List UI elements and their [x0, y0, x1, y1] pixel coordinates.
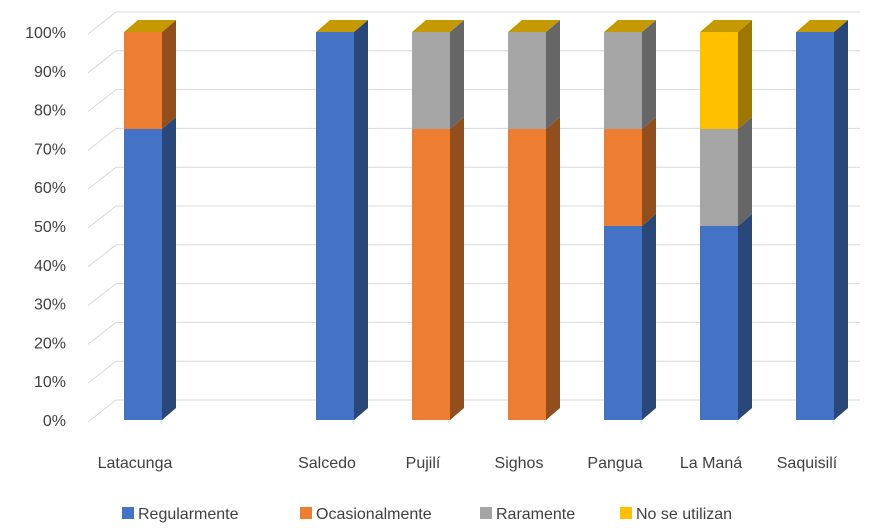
legend-label: Ocasionalmente — [316, 506, 432, 523]
y-tick-label: 50% — [34, 219, 66, 236]
bar-segment — [124, 20, 176, 129]
legend-swatch — [480, 507, 492, 519]
bar-segment — [700, 214, 752, 420]
category-label: Latacunga — [98, 455, 173, 472]
legend-label: Raramente — [496, 506, 575, 523]
bar-top — [796, 20, 848, 32]
bar-segment — [508, 20, 560, 129]
bar-segment — [316, 20, 368, 420]
bar-segment — [700, 117, 752, 226]
legend: Regularmente Ocasionalmente Raramente No se… — [122, 506, 732, 523]
legend-label: Regularmente — [138, 506, 239, 523]
bar-segment — [124, 117, 176, 420]
bars — [124, 20, 848, 420]
y-tick-label: 20% — [34, 335, 66, 352]
category-label: Saquisilí — [777, 455, 838, 472]
bar-segment — [412, 20, 464, 129]
legend-entry: Regularmente — [122, 506, 239, 523]
y-tick-label: 90% — [34, 64, 66, 81]
bar-segment — [508, 117, 560, 420]
y-tick-label: 70% — [34, 141, 66, 158]
legend-entry: Raramente — [480, 506, 575, 523]
bar-segment — [604, 20, 656, 129]
legend-swatch — [620, 507, 632, 519]
bar-top — [124, 20, 176, 32]
y-tick-label: 40% — [34, 258, 66, 275]
bar-top — [316, 20, 368, 32]
bar-top — [604, 20, 656, 32]
y-tick-label: 30% — [34, 297, 66, 314]
y-tick-label: 0% — [43, 413, 66, 430]
bar-segment — [796, 20, 848, 420]
legend-entry: No se utilizan — [620, 506, 732, 523]
bar-segment — [412, 117, 464, 420]
bar-segment — [700, 20, 752, 129]
y-tick-label: 80% — [34, 103, 66, 120]
category-label: La Maná — [680, 455, 742, 472]
bar-segment — [604, 214, 656, 420]
category-label: Pujilí — [406, 455, 441, 472]
category-label: Salcedo — [298, 455, 356, 472]
legend-label: No se utilizan — [636, 506, 732, 523]
y-tick-label: 60% — [34, 180, 66, 197]
y-axis-ticks: 0% 10% 20% 30% 40% 50% 60% 70% 80% 90% 100% — [25, 25, 66, 430]
bar-segment — [604, 117, 656, 226]
legend-swatch — [122, 507, 134, 519]
category-label: Pangua — [587, 455, 642, 472]
bar-top — [412, 20, 464, 32]
legend-entry: Ocasionalmente — [300, 506, 432, 523]
x-axis-categories: Latacunga Salcedo Pujilí Sighos Pangua La Man… — [98, 455, 838, 472]
gridline — [87, 11, 860, 35]
category-label: Sighos — [495, 455, 544, 472]
y-tick-label: 10% — [34, 374, 66, 391]
bar-top — [700, 20, 752, 32]
bar-top — [508, 20, 560, 32]
y-tick-label: 100% — [25, 25, 66, 42]
legend-swatch — [300, 507, 312, 519]
